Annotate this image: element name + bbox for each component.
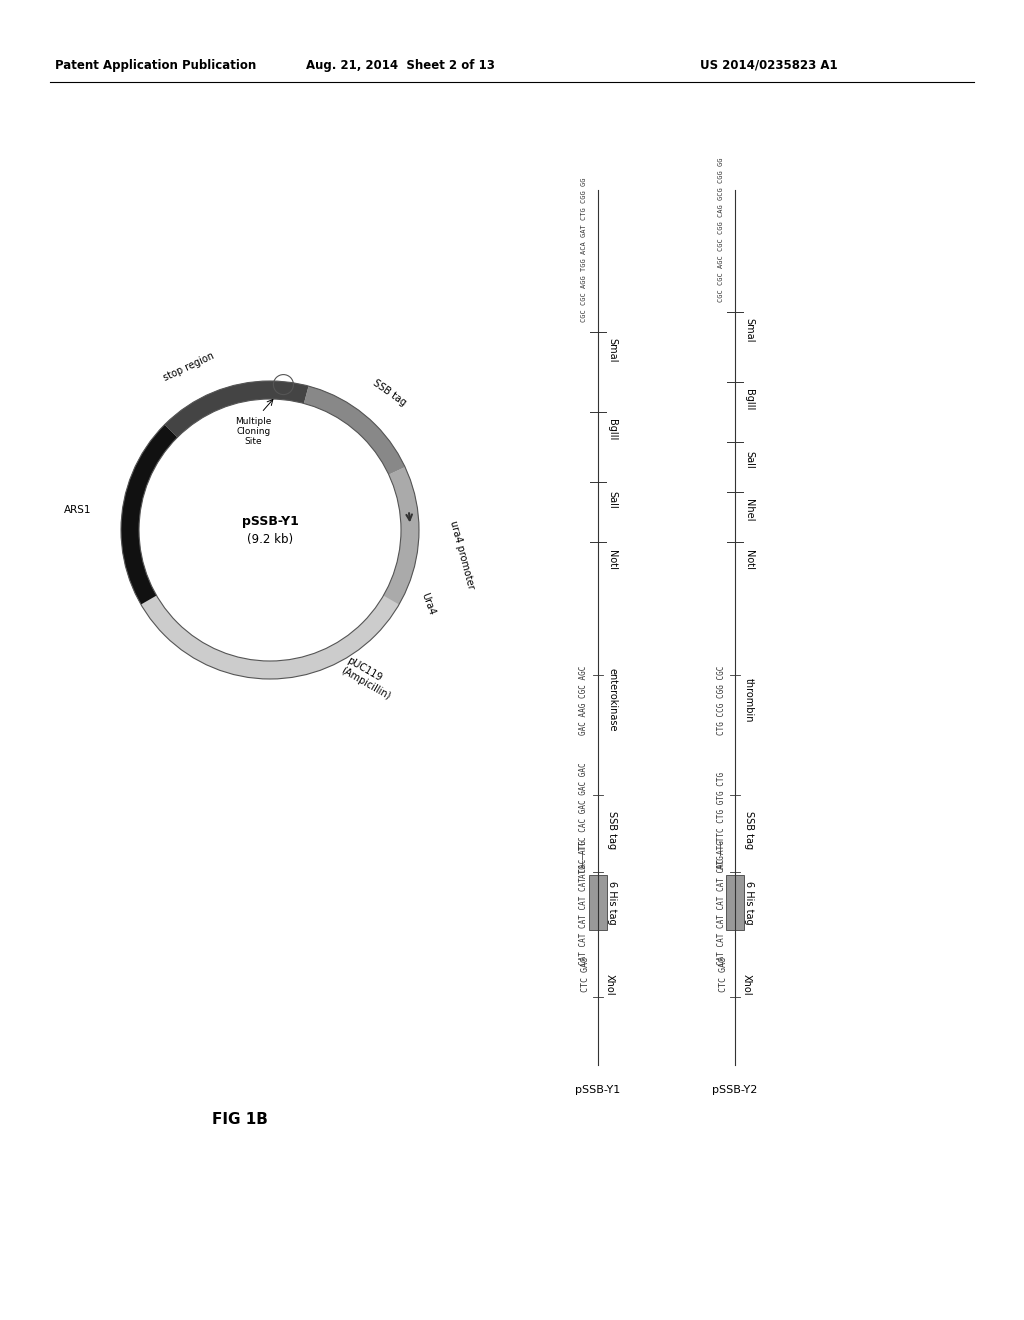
Wedge shape <box>389 467 419 531</box>
Text: US 2014/0235823 A1: US 2014/0235823 A1 <box>700 58 838 71</box>
Wedge shape <box>165 381 308 437</box>
Text: stop region: stop region <box>162 351 216 383</box>
Text: BglII: BglII <box>607 420 617 441</box>
Text: SmaI: SmaI <box>607 338 617 362</box>
Text: SalI: SalI <box>744 451 754 469</box>
Text: (9.2 kb): (9.2 kb) <box>247 533 293 546</box>
Text: SmaI: SmaI <box>744 318 754 342</box>
Text: CAT CAT CAT CAT CAT CAC ATG: CAT CAT CAT CAT CAT CAC ATG <box>580 840 589 965</box>
Text: XhoI: XhoI <box>742 974 752 995</box>
Text: FIG 1B: FIG 1B <box>212 1113 268 1127</box>
Text: XhoI: XhoI <box>605 974 615 995</box>
Text: Aug. 21, 2014  Sheet 2 of 13: Aug. 21, 2014 Sheet 2 of 13 <box>305 58 495 71</box>
Wedge shape <box>383 531 419 605</box>
Text: enterokinase: enterokinase <box>607 668 617 731</box>
Wedge shape <box>121 425 177 605</box>
Text: CGC CGC AGC CGC CGG CAG GCG CGG GG: CGC CGC AGC CGC CGG CAG GCG CGG GG <box>718 158 724 302</box>
Text: CAT CAT CAT CAT CAT CAC ATG: CAT CAT CAT CAT CAT CAC ATG <box>717 840 725 965</box>
Text: NotI: NotI <box>607 550 617 570</box>
FancyBboxPatch shape <box>589 875 607 931</box>
Text: Patent Application Publication: Patent Application Publication <box>55 58 256 71</box>
Text: 6 His tag: 6 His tag <box>744 880 754 924</box>
Text: CTC GAG: CTC GAG <box>582 957 591 993</box>
Text: SSB tag: SSB tag <box>744 810 754 849</box>
Text: CGC CGC AGG TGG ACA GAT CTG CGG GG: CGC CGC AGG TGG ACA GAT CTG CGG GG <box>581 178 587 322</box>
Text: ura4 promoter: ura4 promoter <box>449 520 476 590</box>
Text: Ura4: Ura4 <box>420 591 437 616</box>
Text: pSSB-Y2: pSSB-Y2 <box>713 1085 758 1096</box>
Wedge shape <box>121 381 419 678</box>
Text: SSB tag: SSB tag <box>371 378 408 408</box>
Text: ATG———TTC CTG GTG CTG: ATG———TTC CTG GTG CTG <box>717 771 725 869</box>
Text: NotI: NotI <box>744 550 754 570</box>
Text: thrombin: thrombin <box>744 677 754 722</box>
Text: ATG———TTC CAC GAC GAC GAC: ATG———TTC CAC GAC GAC GAC <box>580 762 589 878</box>
Text: SSB tag: SSB tag <box>607 810 617 849</box>
Text: CTG CCG CGG CGC: CTG CCG CGG CGC <box>717 665 725 735</box>
Text: 6 His tag: 6 His tag <box>607 880 617 924</box>
FancyBboxPatch shape <box>726 875 744 931</box>
Text: ARS1: ARS1 <box>63 506 91 515</box>
Text: Multiple
Cloning
Site: Multiple Cloning Site <box>236 417 271 446</box>
Text: GAC AAG CGC AGC: GAC AAG CGC AGC <box>580 665 589 735</box>
Text: SalI: SalI <box>607 491 617 510</box>
Text: pSSB-Y1: pSSB-Y1 <box>575 1085 621 1096</box>
Text: BglII: BglII <box>744 389 754 411</box>
Text: pSSB-Y1: pSSB-Y1 <box>242 516 298 528</box>
Text: NheI: NheI <box>744 499 754 521</box>
Wedge shape <box>304 385 406 475</box>
Text: pUC119
(Ampicillin): pUC119 (Ampicillin) <box>339 656 398 702</box>
Text: CTC GAG: CTC GAG <box>719 957 727 993</box>
